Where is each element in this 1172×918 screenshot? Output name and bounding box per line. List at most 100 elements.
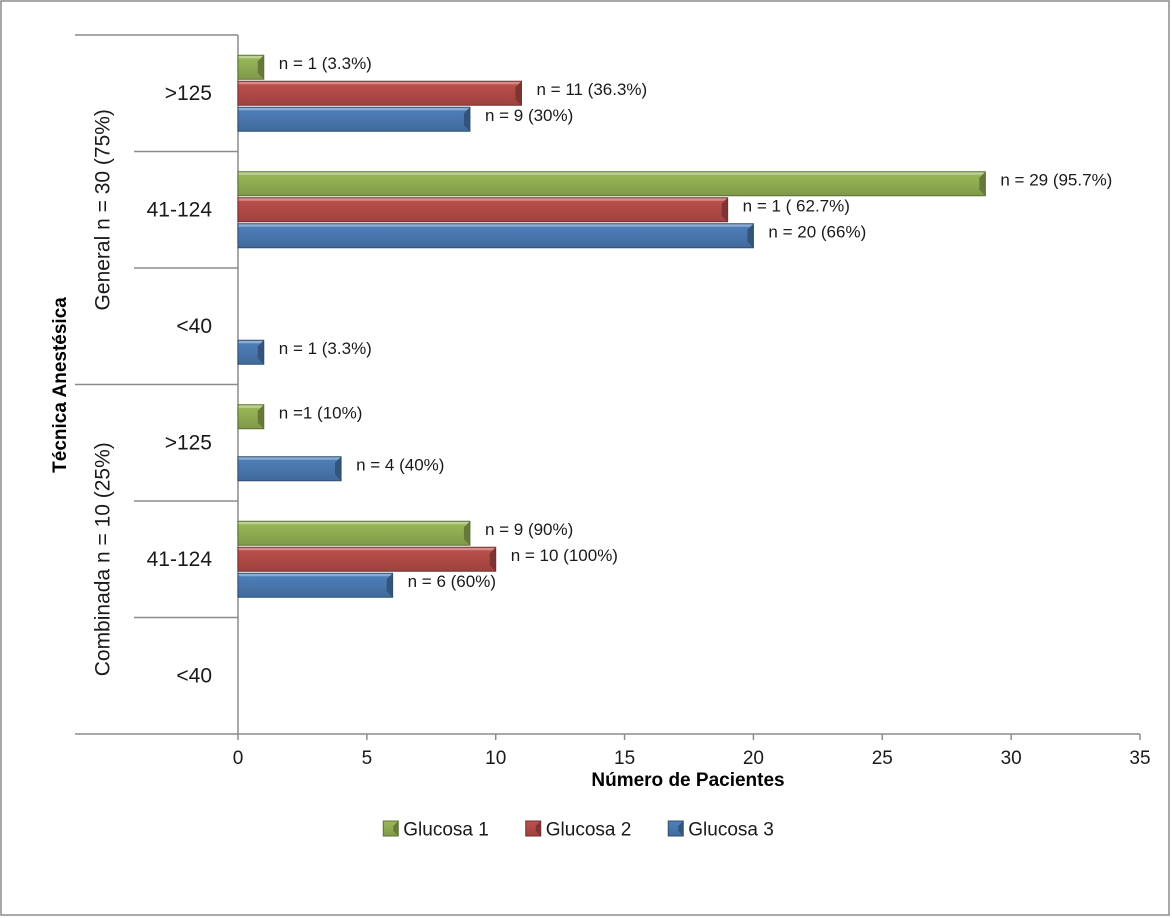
category-label: <40 (176, 315, 212, 338)
bar-face (238, 547, 496, 572)
bar-end-cap (463, 107, 470, 132)
group-labels: General n = 30 (75%) Combinada n = 10 (25… (92, 109, 115, 676)
bar-highlight (238, 107, 470, 111)
bar-highlight (238, 81, 522, 85)
axis-lines (75, 34, 1141, 740)
bar (237, 197, 729, 223)
bar (237, 54, 265, 80)
bar-outline (237, 339, 265, 365)
x-axis-title: Número de Pacientes (591, 770, 784, 791)
bar-highlight (238, 573, 393, 577)
x-tick-label: 15 (614, 748, 635, 769)
bar-end-cap (747, 223, 754, 248)
legend-item: Glucosa 3 (667, 820, 774, 841)
bar (237, 520, 471, 546)
bar-face (238, 223, 754, 248)
bar (237, 80, 522, 106)
bar-highlight (238, 521, 470, 525)
legend-item: Glucosa 2 (525, 820, 632, 841)
bar-outline (237, 80, 522, 106)
bar-outline (237, 520, 471, 546)
bar (237, 339, 265, 365)
bar (237, 106, 471, 132)
data-label: n = 1 ( 62.7%) (743, 196, 850, 215)
bar-outline (237, 456, 342, 482)
data-label: n = 4 (40%) (356, 455, 444, 474)
bar-end-cap (463, 521, 470, 546)
bar-outline (237, 223, 754, 249)
bars (237, 54, 986, 598)
bar-outline (237, 171, 986, 197)
legend-label: Glucosa 1 (403, 820, 489, 841)
data-label: n = 11 (36.3%) (536, 80, 647, 99)
bar (237, 572, 394, 598)
data-label: n = 9 (90%) (485, 520, 573, 539)
x-tick-label: 35 (1129, 748, 1150, 769)
bar-end-cap (979, 171, 986, 196)
x-tick-label: 10 (485, 748, 506, 769)
bar-highlight (238, 547, 496, 551)
bar (237, 546, 497, 572)
bar-end-cap (257, 340, 264, 365)
category-label: >125 (165, 431, 212, 454)
data-label: n = 29 (95.7%) (1000, 170, 1112, 189)
legend-label: Glucosa 3 (688, 820, 774, 841)
legend-label: Glucosa 2 (546, 820, 632, 841)
bar-face (238, 81, 522, 106)
legend-swatch-bevel (678, 821, 684, 836)
x-tick-labels: 0 5 10 15 20 25 30 35 (233, 748, 1151, 769)
group-label: General n = 30 (75%) (92, 109, 115, 310)
bar-outline (237, 572, 394, 598)
data-label: n = 1 (3.3%) (279, 54, 372, 73)
bar-highlight (238, 340, 264, 344)
x-tick-label: 0 (233, 748, 244, 769)
bar-highlight (238, 404, 264, 408)
category-label: <40 (176, 664, 212, 687)
bar-highlight (238, 197, 728, 201)
category-label: >125 (165, 82, 212, 105)
x-tick-label: 20 (743, 748, 764, 769)
bar-highlight (238, 171, 986, 175)
bar-end-cap (515, 81, 522, 106)
bar-end-cap (257, 404, 264, 429)
bar-end-cap (489, 547, 496, 572)
bar-end-cap (721, 197, 728, 222)
bar-face (238, 521, 470, 546)
bar-face (238, 573, 393, 598)
bar-end-cap (386, 573, 393, 598)
bar-face (238, 197, 728, 222)
y-axis-title: Técnica Anestésica (50, 297, 71, 473)
legend-item: Glucosa 1 (382, 820, 489, 841)
bar (237, 171, 986, 197)
bar-highlight (238, 55, 264, 59)
data-label: n = 20 (66%) (768, 222, 866, 241)
bar-outline (237, 404, 265, 430)
bar-end-cap (335, 456, 342, 481)
group-label: Combinada n = 10 (25%) (92, 442, 115, 676)
bar-highlight (238, 223, 754, 227)
x-tick-label: 5 (362, 748, 373, 769)
bar-highlight (238, 456, 342, 460)
data-label: n =1 (10%) (279, 403, 363, 422)
bar (237, 456, 342, 482)
x-tick-label: 30 (1001, 748, 1022, 769)
data-label: n = 6 (60%) (408, 572, 496, 591)
bar-outline (237, 106, 471, 132)
legend: Glucosa 1 Glucosa 2 Glucosa 3 (382, 820, 774, 841)
legend-swatch-bevel (393, 821, 399, 836)
x-tick-label: 25 (872, 748, 893, 769)
data-label: n = 10 (100%) (511, 546, 618, 565)
category-label: 41-124 (147, 198, 213, 221)
bar-end-cap (257, 55, 264, 80)
bar-face (238, 107, 470, 132)
data-labels: n = 1 (3.3%) n = 11 (36.3%) n = 9 (30%) n =… (279, 54, 1113, 591)
bar-face (238, 171, 986, 196)
bar-outline (237, 54, 265, 80)
legend-swatch-bevel (535, 821, 541, 836)
category-label: 41-124 (147, 548, 213, 571)
category-labels: >125 41-124 <40 >125 41-124 <40 (147, 82, 213, 688)
bar-outline (237, 546, 497, 572)
